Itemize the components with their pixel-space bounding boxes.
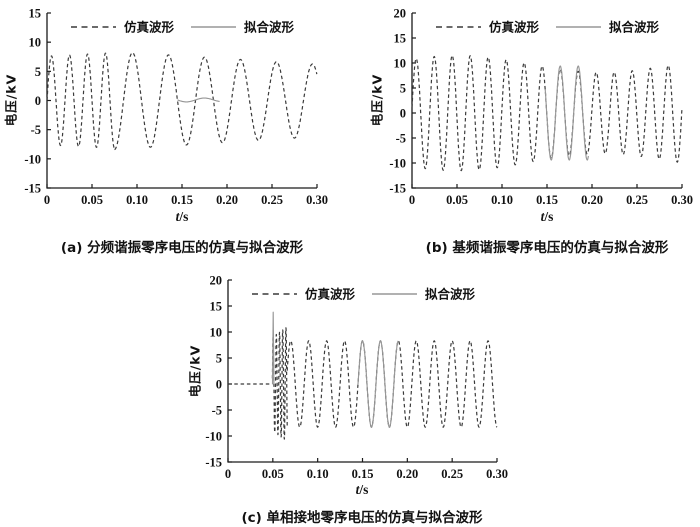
x-tick-label: 0.05 bbox=[81, 193, 103, 207]
x-tick-label: 0.25 bbox=[261, 193, 283, 207]
y-tick-label: 0 bbox=[400, 107, 406, 121]
x-axis-variable: t bbox=[175, 209, 180, 224]
y-tick-label: -15 bbox=[389, 182, 406, 196]
y-axis-label: 电压/kV bbox=[369, 73, 385, 127]
x-tick-label: 0.20 bbox=[396, 467, 418, 481]
legend-label-dashed: 仿真波形 bbox=[489, 20, 540, 35]
x-tick-label: 0.05 bbox=[446, 193, 468, 207]
chart-b-plot: 0 0.05 0.10 0.15 0.20 0.25 0.30 -15 -10 -5 0 5 10 15 2… bbox=[389, 7, 693, 208]
chart-c-caption: (c) 单相接地零序电压的仿真与拟合波形 bbox=[241, 510, 483, 526]
y-tick-label: 10 bbox=[394, 57, 407, 71]
x-tick-label: 0.15 bbox=[171, 193, 193, 207]
chart-a-caption: (a) 分频谐振零序电压的仿真与拟合波形 bbox=[60, 240, 304, 256]
series-fitted bbox=[271, 311, 399, 428]
y-tick-label: 15 bbox=[394, 32, 407, 46]
x-tick-label: 0.10 bbox=[126, 193, 148, 207]
x-axis-unit: /s bbox=[544, 209, 554, 224]
y-tick-label: -15 bbox=[205, 456, 222, 470]
y-tick-label: 10 bbox=[29, 36, 42, 50]
series-fitted bbox=[544, 65, 589, 161]
chart-panel-b: 0 0.05 0.10 0.15 0.20 0.25 0.30 -15 -10 -5 0 5 10 15 2… bbox=[350, 0, 700, 262]
y-axis-label: 电压/kV bbox=[187, 344, 203, 398]
x-tick-label: 0.10 bbox=[307, 467, 329, 481]
y-tick-label: 20 bbox=[210, 274, 223, 288]
x-tick-label: 0.25 bbox=[626, 193, 648, 207]
series-simulated bbox=[46, 52, 318, 151]
x-tick-label: 0.15 bbox=[536, 193, 558, 207]
x-tick-label: 0 bbox=[409, 193, 415, 207]
x-axis-variable: t bbox=[540, 209, 545, 224]
x-tick-label: 0.30 bbox=[671, 193, 693, 207]
y-tick-label: 10 bbox=[210, 326, 223, 340]
x-tick-label: 0.15 bbox=[352, 467, 374, 481]
x-axis-label: t/s bbox=[176, 209, 189, 225]
axes bbox=[46, 13, 317, 189]
x-axis-label: t/s bbox=[541, 209, 554, 225]
y-tick-label: -10 bbox=[205, 430, 222, 444]
legend-label-solid: 拟合波形 bbox=[244, 20, 295, 35]
x-tick-label: 0.10 bbox=[491, 193, 513, 207]
chart-panel-c: 0 0.05 0.10 0.15 0.20 0.25 0.30 -15 -10 -5 0 5 10 15 2… bbox=[160, 264, 540, 527]
x-tick-label: 0.30 bbox=[306, 193, 328, 207]
x-axis-unit: /s bbox=[179, 209, 189, 224]
x-tick-label: 0.25 bbox=[441, 467, 463, 481]
x-axis-variable: t bbox=[355, 482, 360, 497]
legend-label-dashed: 仿真波形 bbox=[124, 20, 175, 35]
y-tick-label: 0 bbox=[216, 378, 222, 392]
y-tick-label: 5 bbox=[216, 352, 222, 366]
y-tick-label: -5 bbox=[396, 132, 406, 146]
legend-label-solid: 拟合波形 bbox=[609, 20, 660, 35]
chart-a-plot: 0 0.05 0.10 0.15 0.20 0.25 0.30 -15 -10 -5 0 5 10 15 仿… bbox=[24, 7, 328, 208]
y-tick-label: -15 bbox=[24, 182, 41, 196]
x-tick-label: 0 bbox=[44, 193, 50, 207]
y-tick-label: -10 bbox=[389, 157, 406, 171]
y-axis-label: 电压/kV bbox=[3, 73, 19, 127]
y-tick-label: 0 bbox=[35, 94, 41, 108]
x-tick-label: 0.20 bbox=[216, 193, 238, 207]
x-tick-label: 0.20 bbox=[581, 193, 603, 207]
chart-c-plot: 0 0.05 0.10 0.15 0.20 0.25 0.30 -15 -10 -5 0 5 10 15 2… bbox=[205, 274, 508, 482]
y-tick-label: 15 bbox=[29, 7, 42, 21]
y-tick-label: 20 bbox=[394, 7, 407, 21]
legend-label-solid: 拟合波形 bbox=[425, 287, 476, 302]
y-tick-label: 5 bbox=[35, 65, 41, 79]
x-axis-unit: /s bbox=[359, 482, 369, 497]
y-tick-label: -5 bbox=[212, 404, 222, 418]
axes bbox=[411, 13, 682, 189]
chart-b-caption: (b) 基频谐振零序电压的仿真与拟合波形 bbox=[425, 240, 669, 256]
x-tick-label: 0.05 bbox=[262, 467, 284, 481]
y-tick-label: 15 bbox=[210, 300, 223, 314]
x-tick-label: 0.30 bbox=[486, 467, 508, 481]
x-axis-label: t/s bbox=[356, 482, 369, 498]
series-fitted bbox=[177, 97, 220, 103]
y-tick-label: -5 bbox=[31, 123, 41, 137]
x-tick-label: 0 bbox=[225, 467, 231, 481]
chart-panel-a: 0 0.05 0.10 0.15 0.20 0.25 0.30 -15 -10 -5 0 5 10 15 仿… bbox=[0, 0, 350, 262]
axes bbox=[227, 280, 497, 463]
legend-label-dashed: 仿真波形 bbox=[305, 287, 356, 302]
series-simulated bbox=[228, 327, 498, 440]
y-tick-label: -10 bbox=[24, 152, 41, 166]
y-tick-label: 5 bbox=[400, 82, 406, 96]
